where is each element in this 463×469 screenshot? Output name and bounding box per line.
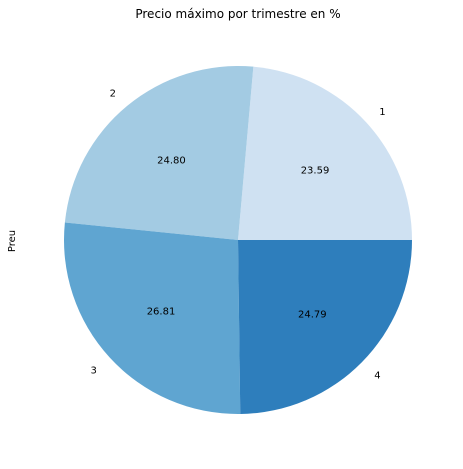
slice-category-label: 1	[379, 107, 385, 118]
pie-slice-2	[64, 65, 254, 240]
slice-value-label: 26.81	[147, 307, 176, 318]
pie-slice-1	[238, 66, 412, 240]
slice-value-label: 24.79	[298, 309, 327, 320]
pie-labels: 23.59 1 24.80 2 26.81 3 24.79 4	[90, 88, 385, 381]
slice-category-label: 3	[90, 365, 96, 376]
slice-value-label: 24.80	[157, 156, 186, 167]
pie-slice-4	[238, 240, 412, 414]
slice-category-label: 2	[110, 88, 116, 99]
slice-category-label: 4	[374, 370, 380, 381]
pie-slices	[64, 65, 412, 414]
y-axis-label: Preu	[7, 230, 18, 252]
slice-value-label: 23.59	[301, 166, 330, 177]
pie-slice-3	[64, 222, 241, 414]
chart-title: Precio máximo por trimestre en %	[135, 7, 340, 21]
